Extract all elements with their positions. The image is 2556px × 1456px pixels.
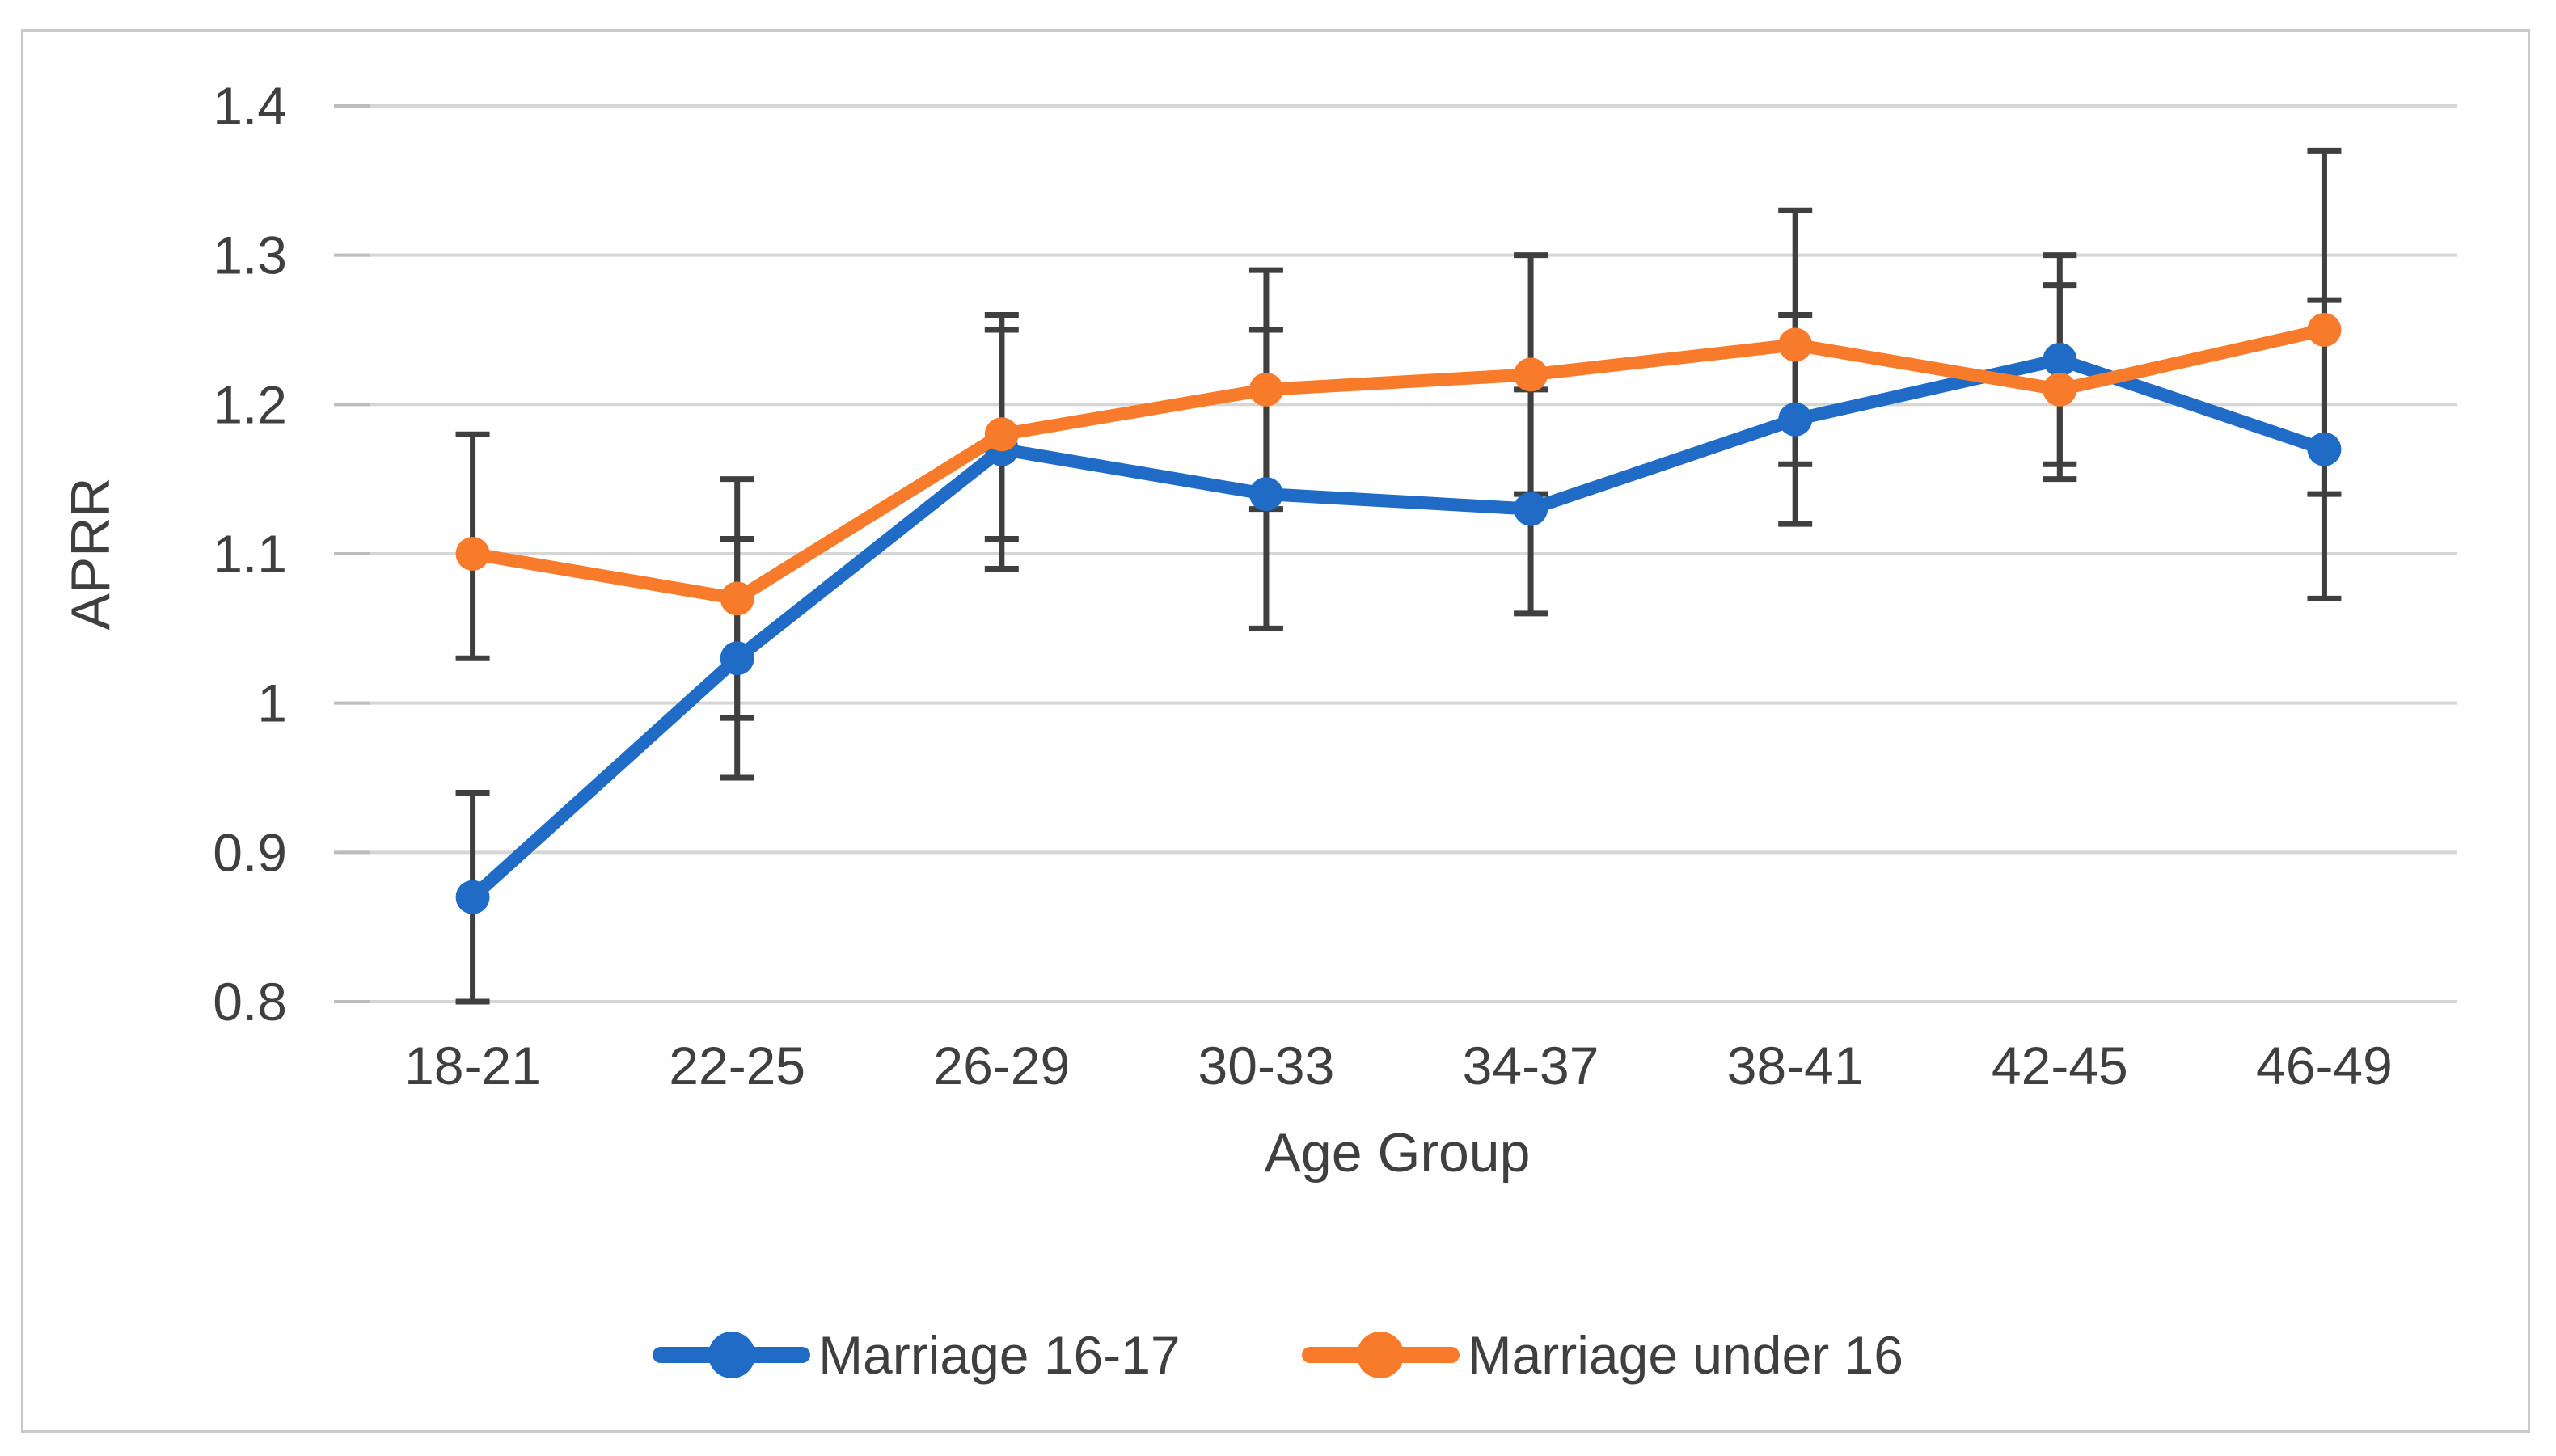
data-point-marker [1248,477,1283,512]
series-line [466,323,2331,606]
x-tick-label: 46-49 [2256,1036,2393,1095]
legend-dot-sample [708,1332,755,1378]
data-point-marker [2043,372,2077,407]
x-tick-label: 22-25 [669,1036,805,1095]
series-line [466,352,2331,904]
legend-label: Marriage under 16 [1467,1325,1903,1385]
legend-dot-sample [1357,1332,1405,1378]
x-tick-label: 34-37 [1463,1036,1599,1095]
data-point-marker [455,537,490,571]
y-tick-label: 1.1 [213,524,287,584]
y-tick-label: 1.4 [213,76,287,136]
data-point-marker [1778,327,1813,362]
x-axis-title: Age Group [1264,1122,1531,1184]
data-point-marker [2043,342,2077,377]
legend-item-marriage-under-16: Marriage under 16 [1301,1324,1903,1386]
legend: Marriage 16-17 Marriage under 16 [0,1324,2556,1386]
legend-label: Marriage 16-17 [818,1325,1181,1385]
x-tick-label: 42-45 [1992,1036,2128,1095]
y-tick-label: 1.2 [213,374,287,434]
y-tick-label: 0.9 [213,822,287,882]
legend-item-marriage-16-17: Marriage 16-17 [653,1324,1181,1386]
data-point-marker [720,641,754,676]
chart-frame-border [21,29,2530,1433]
x-tick-label: 38-41 [1727,1036,1864,1095]
data-point-marker [1514,492,1548,526]
y-axis-title: APRR [60,477,121,631]
data-point-marker [1248,372,1283,407]
legend-marker-blue-line-dot-icon [653,1329,811,1381]
x-tick-label: 30-33 [1198,1036,1335,1095]
data-point-marker [1778,402,1813,437]
x-tick-label: 18-21 [404,1036,541,1095]
data-point-marker [2307,313,2342,347]
y-tick-label: 1 [257,673,287,733]
data-point-marker [2307,432,2342,466]
legend-marker-orange-line-dot-icon [1301,1329,1460,1381]
y-tick-label: 1.3 [213,226,287,285]
data-point-marker [984,417,1019,452]
x-tick-label: 26-29 [933,1036,1070,1095]
data-point-marker [1514,357,1548,392]
data-point-marker [720,581,754,616]
y-tick-label: 0.8 [213,972,287,1032]
data-point-marker [455,880,490,914]
